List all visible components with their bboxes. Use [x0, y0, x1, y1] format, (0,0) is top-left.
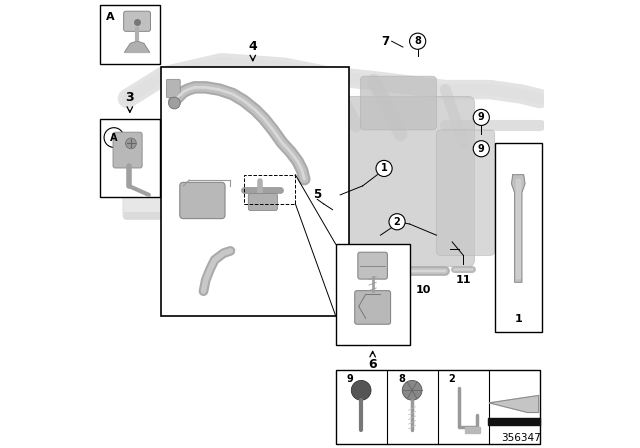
- FancyBboxPatch shape: [436, 130, 495, 255]
- Bar: [161, 67, 349, 316]
- Polygon shape: [125, 41, 150, 52]
- FancyBboxPatch shape: [355, 291, 390, 324]
- Polygon shape: [465, 427, 480, 433]
- Circle shape: [351, 380, 371, 400]
- Text: A: A: [110, 133, 118, 142]
- FancyBboxPatch shape: [248, 194, 277, 211]
- Circle shape: [168, 97, 180, 109]
- FancyBboxPatch shape: [123, 175, 266, 220]
- FancyBboxPatch shape: [166, 79, 180, 98]
- Bar: [244, 175, 295, 204]
- Text: 9: 9: [478, 112, 484, 122]
- Text: 7: 7: [381, 34, 390, 48]
- Text: 1: 1: [381, 164, 387, 173]
- Circle shape: [403, 380, 422, 400]
- FancyBboxPatch shape: [358, 252, 387, 279]
- Bar: [495, 143, 541, 332]
- Bar: [100, 119, 160, 197]
- FancyBboxPatch shape: [180, 182, 225, 219]
- Circle shape: [125, 138, 136, 149]
- Circle shape: [410, 33, 426, 49]
- FancyBboxPatch shape: [360, 76, 436, 130]
- Circle shape: [376, 160, 392, 177]
- Text: 1: 1: [515, 314, 522, 324]
- Text: 356347: 356347: [500, 433, 540, 443]
- Text: 4: 4: [248, 40, 257, 53]
- Bar: [100, 5, 160, 64]
- FancyBboxPatch shape: [113, 132, 142, 168]
- Circle shape: [473, 109, 490, 125]
- FancyBboxPatch shape: [335, 96, 475, 267]
- Text: 8: 8: [414, 36, 421, 46]
- Text: 6: 6: [369, 358, 377, 371]
- Polygon shape: [516, 179, 520, 278]
- Text: 3: 3: [125, 91, 134, 104]
- Bar: [335, 370, 540, 444]
- Text: 2: 2: [394, 217, 401, 227]
- Polygon shape: [490, 396, 539, 413]
- Circle shape: [389, 214, 405, 230]
- Text: 9: 9: [347, 374, 353, 384]
- Polygon shape: [488, 418, 540, 425]
- Text: A: A: [106, 12, 115, 22]
- Text: 2: 2: [449, 374, 455, 384]
- Text: 8: 8: [399, 374, 406, 384]
- Bar: [335, 244, 410, 345]
- Text: 5: 5: [313, 188, 321, 202]
- Polygon shape: [320, 143, 347, 202]
- Circle shape: [473, 141, 490, 157]
- Text: 11: 11: [456, 275, 471, 285]
- FancyBboxPatch shape: [124, 11, 150, 31]
- Text: 10: 10: [415, 285, 431, 295]
- Circle shape: [104, 128, 124, 147]
- Polygon shape: [511, 175, 525, 282]
- Text: 9: 9: [478, 144, 484, 154]
